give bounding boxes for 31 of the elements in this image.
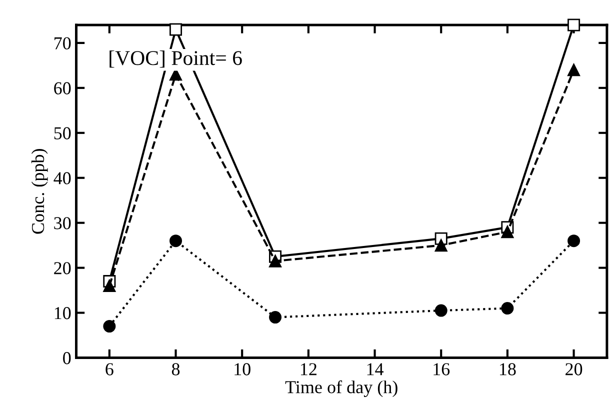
y-tick-label: 30 bbox=[54, 217, 71, 230]
point bbox=[269, 311, 282, 324]
x-tick-label: 8 bbox=[172, 363, 180, 376]
x-tick-label: 16 bbox=[434, 363, 450, 376]
point bbox=[269, 254, 282, 268]
y-tick-label: 0 bbox=[63, 352, 71, 364]
annotation: [VOC] Point= 6 bbox=[110, 50, 242, 68]
point bbox=[103, 280, 116, 292]
y-tick-label: 60 bbox=[54, 82, 71, 94]
x-tick-label: 10 bbox=[234, 363, 250, 376]
x-axis-title: Time of day (h) bbox=[285, 380, 398, 397]
point bbox=[434, 304, 448, 317]
y-tick-label: 70 bbox=[54, 37, 71, 50]
x-tick-label: 6 bbox=[106, 363, 114, 376]
point bbox=[568, 64, 580, 76]
point bbox=[568, 234, 580, 248]
point bbox=[434, 239, 448, 252]
x-tick-label: 14 bbox=[367, 363, 384, 376]
point bbox=[501, 226, 514, 238]
point bbox=[170, 234, 182, 248]
x-tick-label: 20 bbox=[566, 363, 582, 376]
y-tick-label: 20 bbox=[54, 262, 71, 274]
y-axis-title: Conc. (ppb) bbox=[31, 149, 48, 234]
point bbox=[170, 23, 182, 36]
y-tick-label: 40 bbox=[54, 172, 71, 184]
x-tick-label: 18 bbox=[500, 363, 516, 376]
x-tick-label: 12 bbox=[300, 363, 316, 376]
point bbox=[501, 302, 514, 315]
y-tick-label: 10 bbox=[54, 307, 71, 320]
point bbox=[103, 320, 116, 333]
y-tick-label: 50 bbox=[54, 127, 71, 140]
